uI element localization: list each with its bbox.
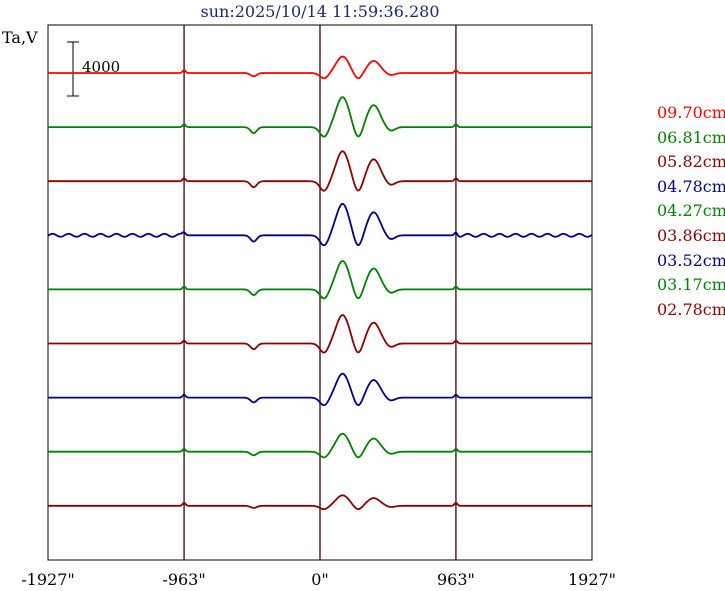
legend-entry: 02.78cm [657, 299, 725, 319]
y-axis-label: Ta,V [2, 28, 38, 47]
series-line-05.82cm [48, 150, 592, 192]
legend-entry: 03.86cm [657, 226, 725, 245]
series-line-09.70cm [48, 55, 592, 80]
series-lines [47, 55, 593, 511]
x-tick-label: 1927" [567, 570, 617, 589]
series-line-03.17cm [48, 432, 592, 459]
legend-entry: 04.27cm [657, 201, 725, 221]
vertical-marker-lines [183, 25, 457, 560]
x-tick-label: -1927" [21, 570, 75, 589]
x-tick-label: 0" [311, 570, 329, 589]
x-tick-label: 963" [436, 570, 475, 589]
series-line-02.78cm [48, 494, 592, 511]
legend-entry: 09.70cm [657, 103, 725, 122]
legend-entry: 06.81cm [657, 127, 725, 147]
series-line-03.86cm [48, 314, 592, 354]
scale-bar-label: 4000 [82, 58, 121, 76]
x-tick-label: -963" [162, 570, 206, 589]
series-line-04.27cm [48, 260, 592, 300]
legend-entry: 05.82cm [657, 152, 725, 172]
legend-entry: 03.52cm [657, 250, 725, 270]
series-line-04.78cm [47, 202, 593, 247]
series-line-03.52cm [48, 372, 592, 407]
scale-bar [67, 41, 79, 97]
series-line-06.81cm [48, 96, 592, 138]
chart-title: sun:2025/10/14 11:59:36.280 [200, 2, 440, 21]
legend-entry: 03.17cm [657, 275, 725, 295]
legend-entry: 04.78cm [657, 176, 725, 196]
